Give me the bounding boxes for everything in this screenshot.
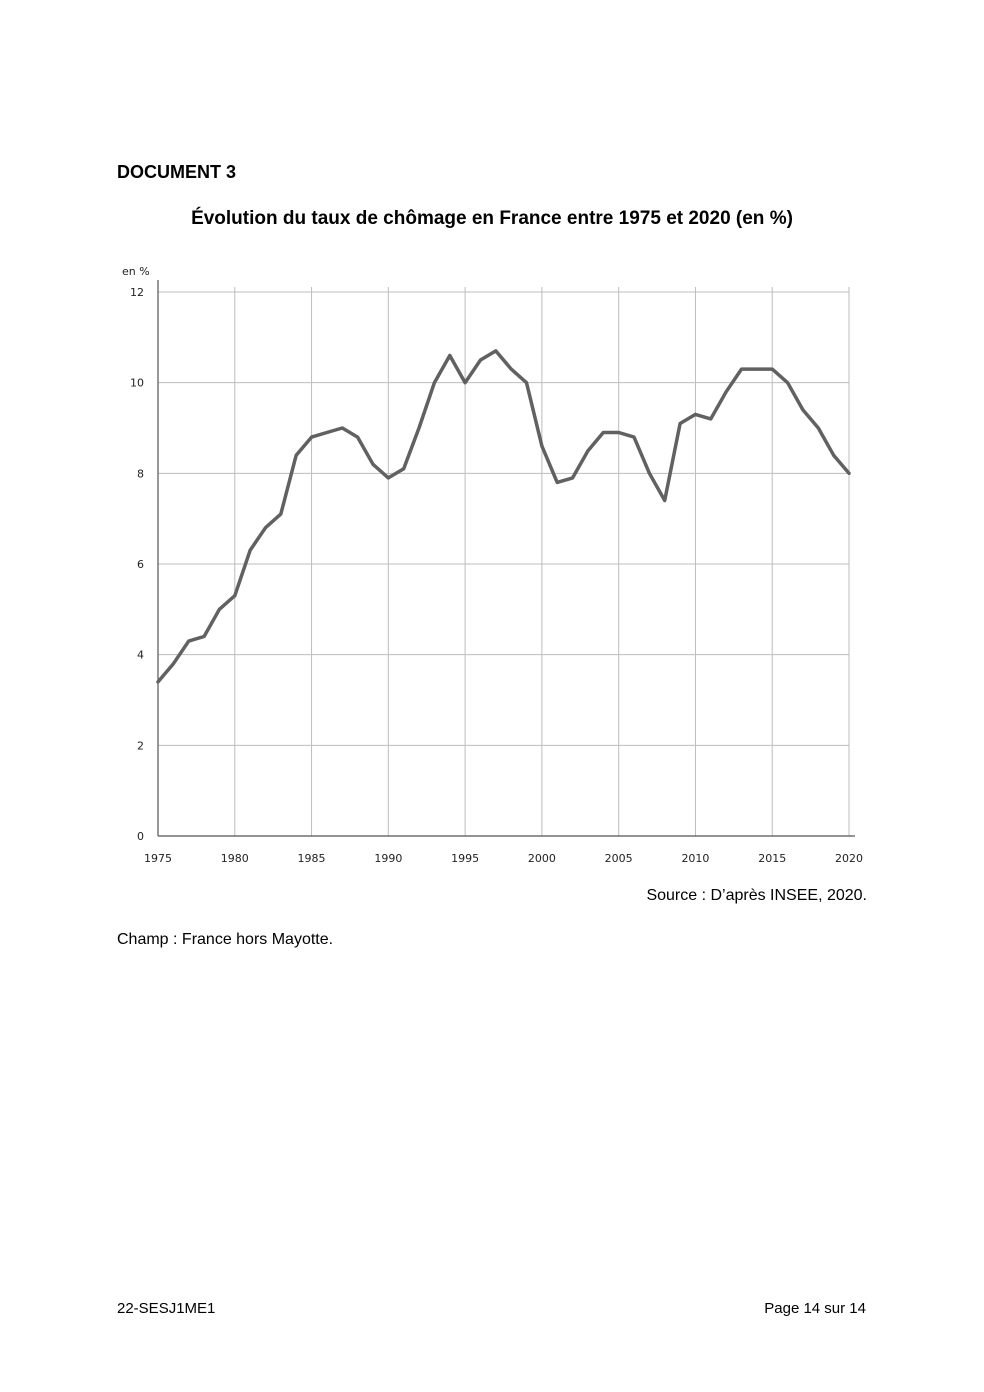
x-tick-label: 2020 [835, 852, 863, 865]
data-point [709, 417, 713, 421]
x-tick-label: 1985 [298, 852, 326, 865]
data-point [571, 476, 575, 480]
data-point [432, 381, 436, 385]
x-tick-label: 2005 [605, 852, 633, 865]
x-tick-label: 2010 [681, 852, 709, 865]
y-tick-label: 10 [130, 377, 144, 390]
x-tick-label: 2000 [528, 852, 556, 865]
data-point [325, 431, 329, 435]
data-point [448, 353, 452, 357]
y-tick-label: 0 [137, 830, 144, 843]
chart-title: Évolution du taux de chômage en France e… [191, 208, 793, 229]
data-point [202, 635, 206, 639]
data-point [801, 408, 805, 412]
data-point [770, 367, 774, 371]
y-tick-label: 6 [137, 558, 144, 571]
y-tick-label: 8 [137, 467, 144, 480]
data-point [386, 476, 390, 480]
data-point [740, 367, 744, 371]
data-point [156, 680, 160, 684]
source-note: Source : D’après INSEE, 2020. [646, 887, 867, 904]
data-point [494, 349, 498, 353]
y-tick-label: 2 [137, 739, 144, 752]
data-point [601, 431, 605, 435]
data-point [586, 449, 590, 453]
data-point [540, 444, 544, 448]
data-point [724, 390, 728, 394]
document-code: 22-SESJ1ME1 [117, 1300, 216, 1317]
data-point [786, 381, 790, 385]
data-point [647, 471, 651, 475]
data-point [417, 426, 421, 430]
data-point [632, 435, 636, 439]
data-point [294, 453, 298, 457]
data-point [816, 426, 820, 430]
y-tick-label: 4 [137, 649, 144, 662]
data-point [217, 607, 221, 611]
data-point [371, 462, 375, 466]
data-point [402, 467, 406, 471]
y-axis-label: en % [122, 265, 150, 278]
data-point [233, 594, 237, 598]
data-point [478, 358, 482, 362]
unemployment-line-chart: en % 0 2 4 6 8 10 12 1975 1980 1985 1990 1995 2000 20… [122, 265, 863, 865]
page-number: Page 14 sur 14 [764, 1300, 866, 1317]
data-point [678, 421, 682, 425]
data-point [263, 526, 267, 530]
x-tick-label: 1990 [374, 852, 402, 865]
data-point [663, 499, 667, 503]
x-tick-label: 1980 [221, 852, 249, 865]
data-point [310, 435, 314, 439]
series-line [156, 349, 851, 684]
data-point [555, 480, 559, 484]
document-label: DOCUMENT 3 [117, 162, 237, 182]
data-point [617, 431, 621, 435]
data-point [279, 512, 283, 516]
data-point [340, 426, 344, 430]
data-point [847, 471, 851, 475]
y-tick-label: 12 [130, 286, 144, 299]
data-point [248, 548, 252, 552]
x-tick-label: 1995 [451, 852, 479, 865]
data-point [509, 367, 513, 371]
data-point [525, 381, 529, 385]
x-tick-label: 2015 [758, 852, 786, 865]
x-tick-label: 1975 [144, 852, 172, 865]
data-point [693, 412, 697, 416]
data-point [187, 639, 191, 643]
data-point [171, 662, 175, 666]
data-point [832, 453, 836, 457]
data-point [356, 435, 360, 439]
data-point [755, 367, 759, 371]
scope-note: Champ : France hors Mayotte. [117, 931, 334, 948]
data-point [463, 381, 467, 385]
